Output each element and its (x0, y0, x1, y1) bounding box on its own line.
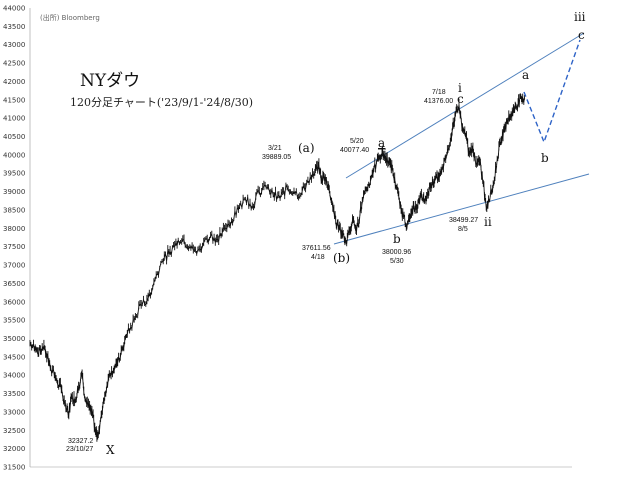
wave-b-paren-label: (b) (333, 251, 350, 265)
y-tick-label: 42500 (3, 60, 25, 68)
y-tick-label: 33500 (3, 390, 25, 398)
wave-ii-label: ii (484, 215, 492, 229)
wave-i-label: i (458, 81, 462, 95)
annotation-ii-date: 8/5 (458, 226, 468, 233)
annotation-i-value: 41376.00 (424, 98, 453, 105)
wave-c-label: c (457, 92, 464, 106)
chart-subtitle: 120分足チャート('23/9/1-'24/8/30) (70, 96, 253, 109)
y-tick-label: 40000 (3, 151, 25, 159)
annotation-a-date: 5/20 (350, 138, 364, 145)
y-tick-label: 36000 (3, 298, 25, 306)
annotation-b: b 38000.96 5/30 (382, 232, 411, 265)
y-tick-label: 37000 (3, 262, 25, 270)
projection-c-label: c (578, 28, 585, 42)
price-series-line (29, 93, 526, 442)
annotation-x: 32327.2 23/10/27 X (66, 438, 115, 457)
annotation-a-value: 40077.40 (340, 147, 369, 154)
wave-x-label: X (106, 443, 115, 457)
y-tick-label: 33000 (3, 408, 25, 416)
y-tick-label: 39500 (3, 170, 25, 178)
y-tick-label: 39000 (3, 188, 25, 196)
y-tick-label: 38500 (3, 206, 25, 214)
annotation-b-paren-value: 37611.56 (302, 245, 331, 252)
annotation-ii-value: 38499.27 (449, 217, 478, 224)
y-tick-label: 41500 (3, 96, 25, 104)
wave-a-paren-label: (a) (298, 141, 315, 155)
chart-title: NYダウ (80, 71, 140, 91)
y-tick-label: 37500 (3, 243, 25, 251)
y-tick-label: 43000 (3, 41, 25, 49)
projection-b-label: b (541, 151, 549, 165)
y-tick-label: 43500 (3, 23, 25, 31)
channel-lower-line (333, 173, 590, 245)
y-tick-label: 36500 (3, 280, 25, 288)
y-tick-label: 44000 (3, 5, 25, 13)
wave-b-label: b (393, 232, 401, 246)
y-tick-label: 35000 (3, 335, 25, 343)
projection-a-label: a (522, 68, 529, 82)
y-tick-label: 32500 (3, 427, 25, 435)
y-tick-label: 40500 (3, 133, 25, 141)
annotation-a: 5/20 40077.40 a (340, 136, 386, 154)
annotation-b-paren-date: 4/18 (311, 254, 325, 261)
annotation-b-paren: 37611.56 4/18 (b) (302, 245, 350, 265)
annotation-x-value: 32327.2 (68, 438, 93, 445)
y-tick-label: 31500 (3, 464, 25, 472)
annotation-i-date: 7/18 (432, 89, 446, 96)
annotation-a-paren: 3/21 39889.05 (a) (262, 141, 315, 161)
annotation-b-value: 38000.96 (382, 249, 411, 256)
annotation-ii: 38499.27 8/5 ii (449, 215, 492, 233)
annotation-a-paren-date: 3/21 (268, 145, 282, 152)
y-tick-label: 38000 (3, 225, 25, 233)
y-tick-label: 32000 (3, 445, 25, 453)
y-tick-label: 34500 (3, 353, 25, 361)
projection-iii-label: iii (574, 10, 586, 24)
y-tick-labels: 31500 32000 32500 33000 33500 34000 34500 35000… (3, 5, 25, 472)
y-tick-label: 42000 (3, 78, 25, 86)
annotation-b-date: 5/30 (390, 258, 404, 265)
y-tick-label: 41000 (3, 115, 25, 123)
y-tick-label: 34000 (3, 372, 25, 380)
source-label: (出所) Bloomberg (40, 13, 100, 22)
wave-a-label: a (378, 136, 385, 150)
annotation-a-paren-value: 39889.05 (262, 154, 291, 161)
projection-dashed-path (523, 39, 581, 144)
annotation-x-date: 23/10/27 (66, 446, 93, 453)
annotation-i: 7/18 41376.00 i c (424, 81, 464, 106)
y-tick-label: 35500 (3, 317, 25, 325)
